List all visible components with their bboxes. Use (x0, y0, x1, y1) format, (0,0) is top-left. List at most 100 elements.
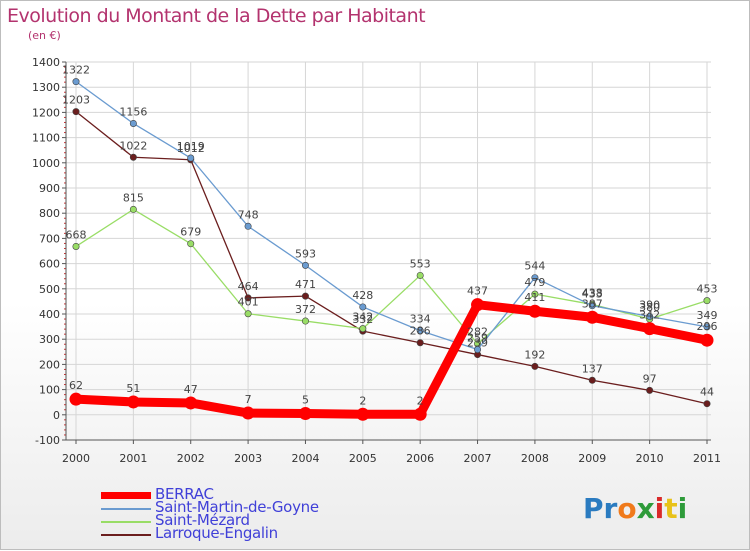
legend-swatch (101, 521, 151, 523)
grid (66, 61, 711, 441)
data-label: 5 (302, 394, 309, 407)
data-label: 47 (184, 383, 198, 396)
legend-swatch (101, 534, 151, 536)
data-point (359, 325, 367, 333)
data-point (588, 302, 596, 310)
data-point (703, 400, 711, 408)
y-tick-label: 900 (39, 182, 60, 195)
legend-item: BERRAC (101, 485, 401, 503)
data-point (72, 242, 80, 250)
data-label: 668 (66, 228, 87, 241)
y-tick-label: 500 (39, 283, 60, 296)
proxiti-logo: Proxiti (583, 492, 687, 525)
data-label: 479 (524, 276, 545, 289)
data-label: 51 (126, 382, 140, 395)
data-label: 259 (467, 332, 488, 345)
x-tick-label: 2005 (349, 452, 377, 465)
y-tick-label: 1100 (32, 132, 60, 145)
legend-label: Saint-Mézard (155, 511, 250, 529)
data-point (129, 119, 137, 127)
data-point (585, 310, 599, 324)
data-label: 332 (352, 313, 373, 326)
data-label: 815 (123, 191, 144, 204)
data-point (244, 310, 252, 318)
data-label: 349 (697, 309, 718, 322)
data-label: 97 (643, 372, 657, 385)
data-point (474, 346, 482, 354)
data-label: 62 (69, 379, 83, 392)
y-tick-label: 700 (39, 232, 60, 245)
data-point (416, 339, 424, 347)
data-label: 411 (524, 291, 545, 304)
logo-letter: t (664, 492, 678, 525)
data-point (471, 298, 485, 312)
series-line-3 (75, 110, 708, 405)
data-label: 544 (524, 260, 545, 273)
y-tick-label: 1400 (32, 56, 60, 69)
data-label: 1012 (177, 142, 205, 155)
x-tick-label: 2001 (119, 452, 147, 465)
data-label: 553 (410, 257, 431, 270)
data-label: 1322 (62, 64, 90, 77)
y-tick-label: 300 (39, 333, 60, 346)
x-tick-label: 2004 (291, 452, 319, 465)
legend-item: Saint-Martin-de-Goyne (101, 498, 401, 516)
data-point (184, 396, 198, 410)
data-label: 390 (639, 299, 660, 312)
data-label: 286 (410, 325, 431, 338)
data-label: 471 (295, 278, 316, 291)
x-tick-label: 2009 (578, 452, 606, 465)
chart-title: Evolution du Montant de la Dette par Hab… (7, 5, 426, 27)
data-labels: 62 51 47 7 5 2 2 437 411 387 342 296 1322 1156 1019 748… (62, 64, 718, 408)
data-point (703, 297, 711, 305)
data-point (646, 313, 654, 321)
data-label: 748 (238, 208, 259, 221)
logo-letter: x (636, 492, 655, 525)
y-tick-label: 0 (53, 409, 60, 422)
data-point (244, 294, 252, 302)
data-point (588, 376, 596, 384)
data-point (416, 327, 424, 335)
y-tick-label: 1200 (32, 106, 60, 119)
data-label: 593 (295, 247, 316, 260)
data-point (72, 108, 80, 116)
x-tick-label: 2007 (464, 452, 492, 465)
data-label: 433 (582, 288, 603, 301)
y-tick-label: 100 (39, 384, 60, 397)
logo-letter: i (654, 492, 665, 525)
data-label: 464 (238, 280, 259, 293)
data-point (301, 261, 309, 269)
series-lines (69, 78, 714, 421)
data-label: 438 (582, 286, 603, 299)
data-label: 1019 (177, 140, 205, 153)
data-point (301, 292, 309, 300)
data-point (129, 205, 137, 213)
data-label: 2 (359, 394, 366, 407)
data-label: 428 (352, 289, 373, 302)
legend-label: Larroque-Engalin (155, 524, 278, 542)
y-tick-label: -100 (35, 434, 60, 447)
data-label: 239 (467, 337, 488, 350)
data-point (72, 78, 80, 86)
data-point (643, 322, 657, 336)
data-label: 380 (639, 301, 660, 314)
y-tick-label: 600 (39, 258, 60, 271)
data-point (531, 362, 539, 370)
chart-subtitle: (en €) (28, 29, 61, 42)
y-tick-label: 200 (39, 358, 60, 371)
data-point (416, 271, 424, 279)
data-point (531, 290, 539, 298)
data-point (531, 274, 539, 282)
data-point (298, 407, 312, 421)
logo-letter: P (583, 492, 604, 525)
logo-letter: r (603, 492, 618, 525)
data-label: 401 (238, 296, 259, 309)
legend-swatch (101, 508, 151, 510)
x-tick-label: 2002 (177, 452, 205, 465)
data-label: 1203 (62, 94, 90, 107)
data-point (703, 323, 711, 331)
data-label: 679 (180, 226, 201, 239)
y-tick-label: 1300 (32, 81, 60, 94)
legend-item: Larroque-Engalin (101, 524, 401, 542)
